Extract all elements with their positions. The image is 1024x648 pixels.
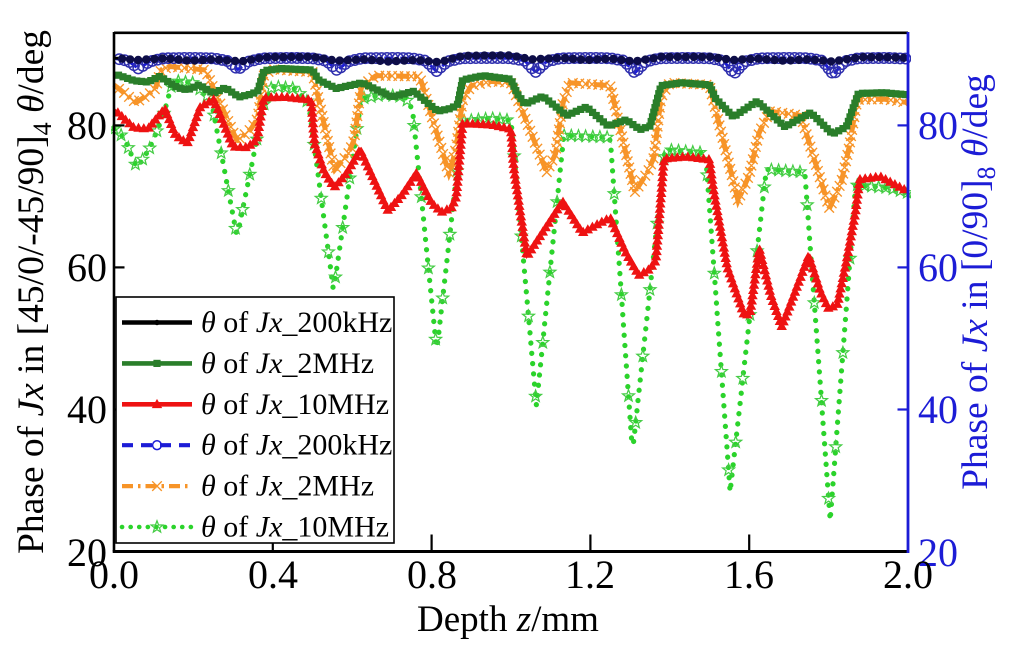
svg-text:20: 20 (918, 530, 958, 575)
svg-text:0.0: 0.0 (89, 552, 139, 597)
svg-text:1.2: 1.2 (565, 552, 615, 597)
svg-text:θ of Jx_2MHz: θ of Jx_2MHz (201, 347, 374, 380)
svg-text:Phase of Jx in [0/90]8 θ/deg: Phase of Jx in [0/90]8 θ/deg (955, 74, 1001, 490)
svg-text:40: 40 (918, 387, 958, 432)
svg-text:Depth z/mm: Depth z/mm (417, 599, 599, 640)
svg-text:θ of Jx_2MHz: θ of Jx_2MHz (201, 470, 374, 503)
svg-text:60: 60 (918, 245, 958, 290)
svg-text:θ of Jx_10MHz: θ of Jx_10MHz (201, 388, 389, 421)
svg-text:Phase of Jx in [45/0/-45/90]4: Phase of Jx in [45/0/-45/90]4 θ/deg (11, 30, 57, 554)
svg-text:20: 20 (67, 530, 107, 575)
svg-text:60: 60 (67, 245, 107, 290)
svg-text:80: 80 (67, 103, 107, 148)
svg-text:θ of Jx_10MHz: θ of Jx_10MHz (201, 511, 389, 544)
svg-text:0.8: 0.8 (407, 552, 457, 597)
svg-text:80: 80 (918, 103, 958, 148)
svg-text:θ of Jx_200kHz: θ of Jx_200kHz (201, 429, 392, 462)
svg-text:40: 40 (67, 387, 107, 432)
svg-text:1.6: 1.6 (724, 552, 774, 597)
svg-text:θ of Jx_200kHz: θ of Jx_200kHz (201, 306, 392, 339)
svg-text:0.4: 0.4 (248, 552, 298, 597)
svg-text:2.0: 2.0 (883, 552, 933, 597)
